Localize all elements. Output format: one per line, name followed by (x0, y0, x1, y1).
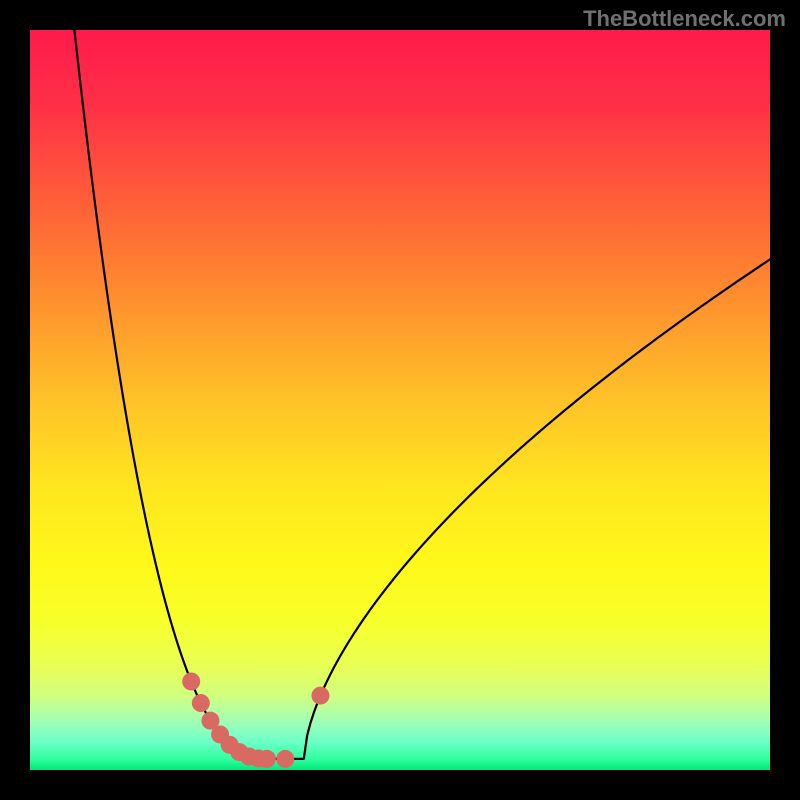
marker-point (192, 694, 210, 712)
marker-point (258, 750, 276, 768)
marker-point (182, 672, 200, 690)
plot-area (30, 30, 770, 770)
plot-svg (30, 30, 770, 770)
curve-markers (182, 672, 329, 767)
bottleneck-curve (74, 30, 770, 759)
marker-point (311, 687, 329, 705)
marker-point (276, 750, 294, 768)
watermark-text: TheBottleneck.com (583, 6, 786, 32)
